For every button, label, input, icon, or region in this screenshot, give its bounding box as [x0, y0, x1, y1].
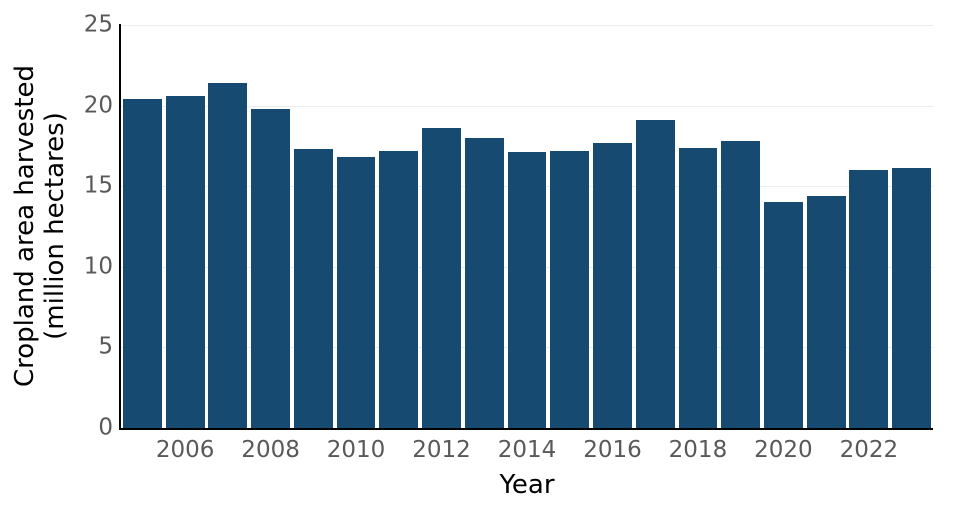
y-tick-25: 25 — [83, 11, 113, 38]
gridline-y-20 — [121, 105, 933, 107]
gridline-y-25 — [121, 25, 933, 26]
x-axis-spine — [119, 428, 933, 430]
bar-2008 — [251, 108, 291, 428]
bar-2021 — [806, 195, 846, 428]
x-tick-2018: 2018 — [668, 437, 728, 463]
y-axis-label: Cropland area harvested (million hectare… — [10, 25, 70, 428]
x-tick-2012: 2012 — [412, 437, 471, 463]
bar-2017 — [635, 120, 675, 428]
bar-2020 — [763, 202, 803, 428]
y-tick-15: 15 — [83, 172, 113, 199]
bar-2010 — [336, 157, 376, 428]
y-tick-10: 10 — [83, 253, 113, 280]
bar-2019 — [721, 141, 761, 428]
y-axis-label-line2: (million hectares) — [40, 112, 70, 340]
x-tick-2008: 2008 — [241, 437, 300, 463]
y-tick-20: 20 — [83, 92, 113, 119]
x-tick-2014: 2014 — [497, 437, 557, 463]
bar-2016 — [593, 142, 632, 428]
bar-2005 — [122, 99, 162, 428]
x-tick-2020: 2020 — [754, 437, 813, 463]
x-tick-2022: 2022 — [839, 437, 899, 463]
bar-2007 — [208, 83, 248, 428]
bar-2023 — [892, 168, 932, 428]
bar-2018 — [678, 147, 718, 428]
y-tick-5: 5 — [98, 333, 113, 360]
bar-2015 — [550, 150, 590, 428]
bar-2012 — [422, 128, 461, 428]
y-tick-0: 0 — [98, 414, 113, 441]
y-axis-label-line1: Cropland area harvested — [10, 64, 40, 388]
bar-2014 — [507, 152, 547, 428]
x-axis-label: Year — [499, 470, 555, 500]
bar-2006 — [165, 95, 205, 428]
x-tick-2016: 2016 — [583, 437, 642, 463]
bar-2013 — [464, 137, 504, 428]
x-tick-2010: 2010 — [326, 437, 386, 463]
plot-area — [121, 25, 933, 428]
bar-2011 — [379, 150, 419, 428]
y-axis-spine — [119, 24, 121, 430]
bar-2022 — [849, 170, 889, 428]
x-tick-2006: 2006 — [155, 437, 215, 463]
bar-2009 — [293, 149, 333, 428]
